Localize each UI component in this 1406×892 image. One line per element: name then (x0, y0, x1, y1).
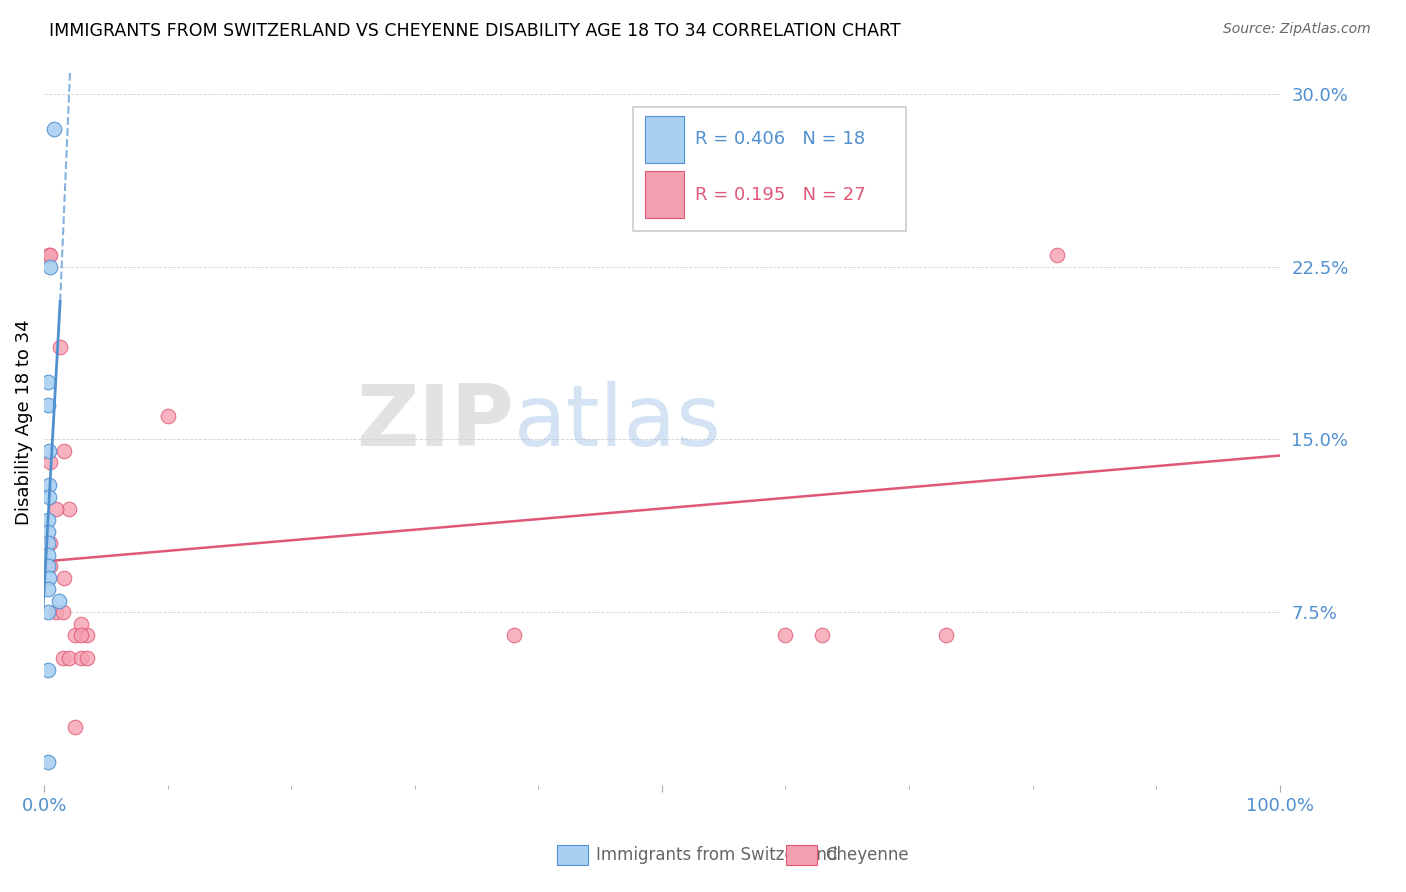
Text: Cheyenne: Cheyenne (825, 846, 908, 864)
Point (63, 720, 86, 734)
Point (70, 651, 93, 665)
Text: Immigrants from Switzerland: Immigrants from Switzerland (596, 846, 838, 864)
Point (63, 628, 86, 642)
Point (37, 582, 59, 596)
Text: IMMIGRANTS FROM SWITZERLAND VS CHEYENNE DISABILITY AGE 18 TO 34 CORRELATION CHAR: IMMIGRANTS FROM SWITZERLAND VS CHEYENNE … (49, 22, 901, 40)
Point (76, 628, 98, 642)
Point (49, 340, 72, 354)
Point (37, 398, 59, 412)
Point (156, 409, 179, 424)
Point (38, 490, 60, 504)
Point (42, 121, 65, 136)
Point (37, 755, 59, 769)
Point (37, 548, 59, 562)
Point (37, 536, 59, 550)
Point (811, 628, 834, 642)
Point (70, 628, 93, 642)
Point (38, 478, 60, 492)
Point (37, 524, 59, 539)
Point (52, 605, 75, 619)
Point (39, 559, 62, 574)
Point (37, 559, 59, 574)
Text: atlas: atlas (513, 381, 721, 464)
Point (48, 593, 70, 607)
Point (39, 260, 62, 274)
Point (39, 455, 62, 469)
Point (39, 536, 62, 550)
Point (76, 651, 98, 665)
Point (58, 651, 80, 665)
Text: R = 0.195   N = 27: R = 0.195 N = 27 (696, 186, 866, 203)
Point (935, 628, 957, 642)
Point (58, 501, 80, 516)
Point (39, 248, 62, 262)
Point (52, 570, 75, 584)
Point (45, 605, 67, 619)
Point (37, 605, 59, 619)
Point (38, 444, 60, 458)
Point (37, 663, 59, 677)
Point (52, 444, 75, 458)
Point (38, 248, 60, 262)
Y-axis label: Disability Age 18 to 34: Disability Age 18 to 34 (15, 319, 32, 525)
Point (38, 570, 60, 584)
Point (45, 501, 67, 516)
Text: Source: ZipAtlas.com: Source: ZipAtlas.com (1223, 22, 1371, 37)
Point (1046, 248, 1069, 262)
Text: R = 0.406   N = 18: R = 0.406 N = 18 (696, 130, 865, 148)
Point (502, 628, 524, 642)
Text: ZIP: ZIP (356, 381, 513, 464)
Point (37, 513, 59, 527)
Point (775, 628, 797, 642)
Point (52, 651, 75, 665)
Point (70, 616, 93, 631)
Point (37, 375, 59, 389)
